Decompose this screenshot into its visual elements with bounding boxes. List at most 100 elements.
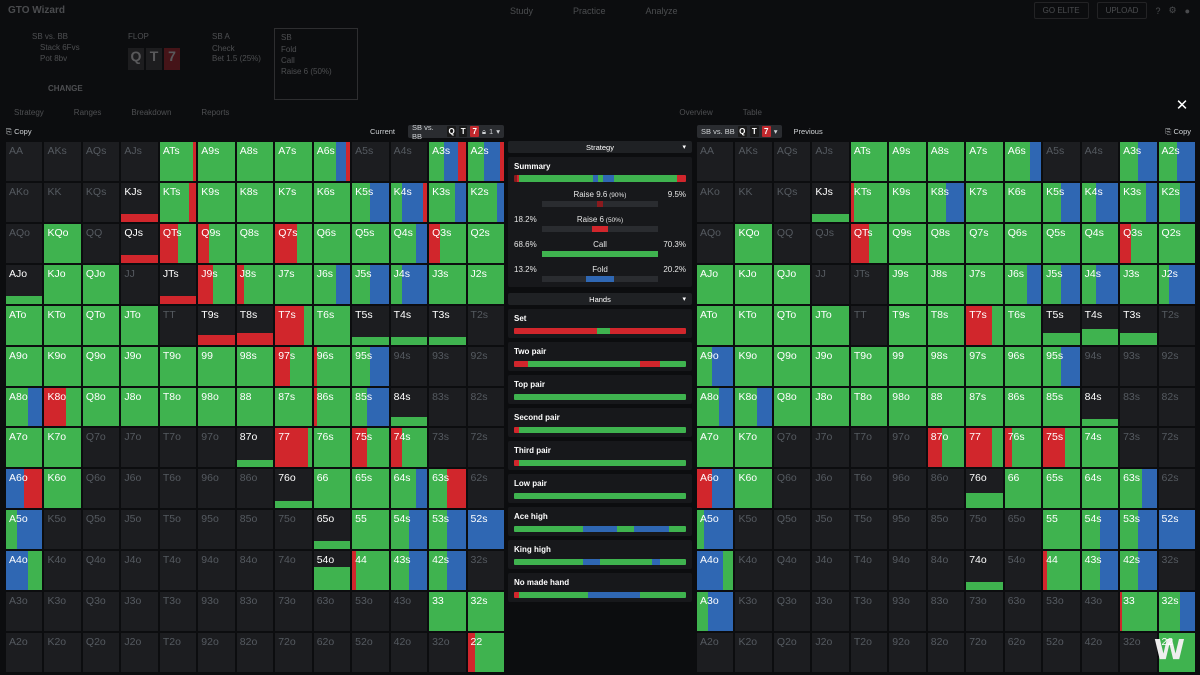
range-cell[interactable]: 93s	[429, 346, 466, 386]
hand-category[interactable]: No made hand	[508, 573, 692, 602]
range-cell[interactable]: T5s	[352, 305, 389, 345]
range-cell[interactable]: A6o	[6, 469, 43, 509]
range-cell[interactable]: 74s	[1081, 428, 1119, 468]
range-cell[interactable]: 86o	[927, 469, 965, 509]
tab-reports[interactable]: Reports	[201, 108, 230, 117]
range-cell[interactable]: 32o	[1120, 633, 1157, 672]
range-cell[interactable]: K3s	[1120, 182, 1157, 222]
range-cell[interactable]: A2s	[467, 142, 504, 181]
range-cell[interactable]: 82s	[467, 387, 504, 427]
range-cell[interactable]: QJs	[121, 223, 158, 263]
range-cell[interactable]: 53s	[429, 510, 466, 550]
range-cell[interactable]: AJo	[697, 264, 734, 304]
hand-category[interactable]: Ace high	[508, 507, 692, 536]
range-cell[interactable]: J2o	[121, 633, 158, 672]
range-cell[interactable]: 33	[1120, 592, 1157, 632]
range-cell[interactable]: 82o	[927, 633, 965, 672]
range-cell[interactable]: J9o	[121, 346, 158, 386]
range-cell[interactable]: Q7s	[275, 223, 312, 263]
range-cell[interactable]: J2o	[812, 633, 849, 672]
range-cell[interactable]: QTs	[850, 223, 888, 263]
range-cell[interactable]: 87o	[236, 428, 274, 468]
range-cell[interactable]: T7s	[966, 305, 1003, 345]
range-cell[interactable]: Q2s	[467, 223, 504, 263]
range-cell[interactable]: AQo	[6, 223, 43, 263]
range-cell[interactable]: KTo	[735, 305, 772, 345]
tab-overview[interactable]: Overview	[679, 108, 713, 117]
range-cell[interactable]: A9s	[198, 142, 235, 181]
range-cell[interactable]: K2s	[1158, 182, 1195, 222]
range-cell[interactable]: QJo	[82, 264, 120, 304]
range-cell[interactable]: J3s	[1120, 264, 1157, 304]
sb-action-check[interactable]: Check	[212, 44, 235, 53]
range-cell[interactable]: QJs	[812, 223, 849, 263]
range-cell[interactable]: KQo	[735, 223, 772, 263]
range-cell[interactable]: 53o	[352, 592, 389, 632]
range-cell[interactable]: 92s	[467, 346, 504, 386]
range-cell[interactable]: ATo	[6, 305, 43, 345]
range-cell[interactable]: A9s	[889, 142, 926, 181]
range-cell[interactable]: 63s	[1120, 469, 1157, 509]
range-cell[interactable]: A6o	[697, 469, 734, 509]
copy-right-button[interactable]: ⎘ Copy	[1165, 127, 1191, 137]
range-cell[interactable]: 65o	[313, 510, 351, 550]
action-row[interactable]: 18.2% Raise 6 (50%)	[514, 214, 686, 232]
range-cell[interactable]: 55	[1043, 510, 1080, 550]
range-cell[interactable]: T3s	[1120, 305, 1157, 345]
range-cell[interactable]: A6s	[313, 142, 351, 181]
tab-strategy[interactable]: Strategy	[14, 108, 44, 117]
range-cell[interactable]: 97s	[275, 346, 312, 386]
upload-button[interactable]: UPLOAD	[1096, 2, 1148, 19]
range-cell[interactable]: 96s	[1004, 346, 1042, 386]
range-cell[interactable]: A9o	[6, 346, 43, 386]
range-cell[interactable]: 97o	[889, 428, 926, 468]
range-cell[interactable]: 66	[313, 469, 351, 509]
hand-category[interactable]: Top pair	[508, 375, 692, 404]
hand-category[interactable]: King high	[508, 540, 692, 569]
range-cell[interactable]: Q8s	[236, 223, 274, 263]
tab-table[interactable]: Table	[742, 108, 762, 117]
gear-icon[interactable]: ⚙	[1168, 5, 1177, 15]
range-cell[interactable]: 32s	[1158, 592, 1195, 632]
range-cell[interactable]: K3s	[429, 182, 466, 222]
range-cell[interactable]: Q6o	[773, 469, 811, 509]
range-cell[interactable]: 83s	[1120, 387, 1157, 427]
bb-action-fold[interactable]: Fold	[281, 45, 297, 54]
range-cell[interactable]: 43s	[1081, 551, 1119, 591]
range-cell[interactable]: J8s	[236, 264, 274, 304]
range-cell[interactable]: 52s	[1158, 510, 1195, 550]
range-cell[interactable]: J9s	[889, 264, 926, 304]
range-cell[interactable]: 32s	[1158, 551, 1195, 591]
range-cell[interactable]: A6s	[1004, 142, 1042, 181]
range-cell[interactable]: 75o	[275, 510, 312, 550]
range-cell[interactable]: A2s	[1158, 142, 1195, 181]
range-cell[interactable]: A4s	[1081, 142, 1119, 181]
range-cell[interactable]: K5s	[1043, 182, 1080, 222]
range-cell[interactable]: K9s	[198, 182, 235, 222]
bb-action-raise[interactable]: Raise 6 (50%)	[281, 67, 332, 76]
range-cell[interactable]: A5s	[1043, 142, 1080, 181]
range-cell[interactable]: Q6s	[313, 223, 351, 263]
range-cell[interactable]: K5o	[735, 510, 772, 550]
range-cell[interactable]: 74o	[275, 551, 312, 591]
range-cell[interactable]: J8o	[812, 387, 849, 427]
range-cell[interactable]: A3o	[6, 592, 43, 632]
range-cell[interactable]: 88	[927, 387, 965, 427]
range-cell[interactable]: 53o	[1043, 592, 1080, 632]
range-cell[interactable]: 22	[1158, 633, 1195, 672]
range-cell[interactable]: 32s	[467, 551, 504, 591]
range-cell[interactable]: 93o	[198, 592, 235, 632]
range-cell[interactable]: A8o	[697, 387, 734, 427]
range-cell[interactable]: T4o	[159, 551, 197, 591]
range-cell[interactable]: T6o	[850, 469, 888, 509]
range-cell[interactable]: Q3s	[429, 223, 466, 263]
range-cell[interactable]: 83o	[927, 592, 965, 632]
range-cell[interactable]: 92s	[1158, 346, 1195, 386]
range-cell[interactable]: 93s	[1120, 346, 1157, 386]
range-cell[interactable]: 74s	[390, 428, 428, 468]
range-cell[interactable]: 33	[429, 592, 466, 632]
range-cell[interactable]: J6o	[121, 469, 158, 509]
range-cell[interactable]: J3s	[429, 264, 466, 304]
range-cell[interactable]: 52o	[352, 633, 389, 672]
